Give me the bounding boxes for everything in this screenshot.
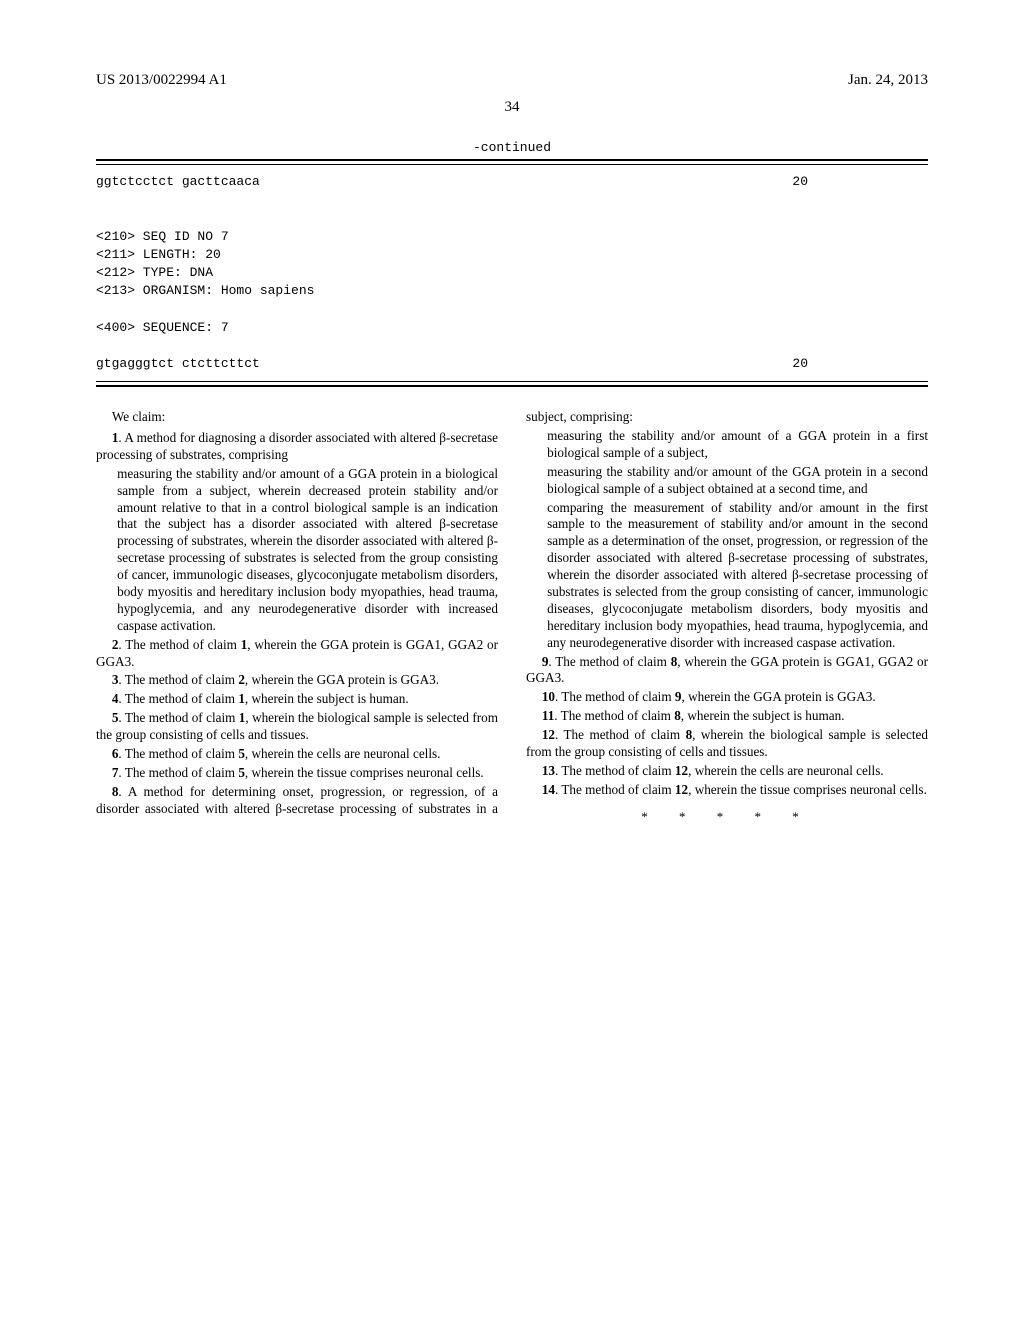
claim-9: 9. The method of claim 8, wherein the GG…	[526, 654, 928, 688]
seq-organism-tag: <213> ORGANISM: Homo sapiens	[96, 283, 314, 298]
claim-2: 2. The method of claim 1, wherein the GG…	[96, 637, 498, 671]
claim-11-text: 11. The method of claim 8, wherein the s…	[542, 708, 845, 723]
publication-number: US 2013/0022994 A1	[96, 72, 227, 89]
page-number: 34	[96, 99, 928, 116]
claim-9-text: 9. The method of claim 8, wherein the GG…	[526, 654, 928, 686]
claim-6: 6. The method of claim 5, wherein the ce…	[96, 746, 498, 763]
claim-5: 5. The method of claim 1, wherein the bi…	[96, 710, 498, 744]
claim-14-text: 14. The method of claim 12, wherein the …	[542, 782, 927, 797]
sequence-listing: ggtctcctct gacttcaaca20 <210> SEQ ID NO …	[96, 173, 928, 373]
claim-14: 14. The method of claim 12, wherein the …	[526, 782, 928, 799]
claim-1-body: measuring the stability and/or amount of…	[96, 466, 498, 635]
seq-length-tag: <211> LENGTH: 20	[96, 247, 221, 262]
seq-line-1: ggtctcctct gacttcaaca	[96, 173, 748, 191]
claim-7-text: 7. The method of claim 5, wherein the ti…	[112, 765, 484, 780]
claim-3: 3. The method of claim 2, wherein the GG…	[96, 672, 498, 689]
claim-3-text: 3. The method of claim 2, wherein the GG…	[112, 672, 439, 687]
claim-10-text: 10. The method of claim 9, wherein the G…	[542, 689, 876, 704]
claim-11: 11. The method of claim 8, wherein the s…	[526, 708, 928, 725]
claim-12-text: 12. The method of claim 8, wherein the b…	[526, 727, 928, 759]
claims-intro: We claim:	[96, 409, 498, 426]
claim-12: 12. The method of claim 8, wherein the b…	[526, 727, 928, 761]
claim-1-lead: 1. A method for diagnosing a disorder as…	[96, 430, 498, 464]
seq-line-2: gtgagggtct ctcttcttct	[96, 355, 748, 373]
claim-13-text: 13. The method of claim 12, wherein the …	[542, 763, 884, 778]
page-header: US 2013/0022994 A1 Jan. 24, 2013	[96, 72, 928, 89]
claim-13: 13. The method of claim 12, wherein the …	[526, 763, 928, 780]
claim-4-text: 4. The method of claim 1, wherein the su…	[112, 691, 409, 706]
claim-8-c: comparing the measurement of stability a…	[526, 500, 928, 652]
end-stars: * * * * *	[526, 809, 928, 826]
seq-id-tag: <210> SEQ ID NO 7	[96, 229, 229, 244]
publication-date: Jan. 24, 2013	[848, 72, 928, 89]
sequence-continued-label: -continued	[96, 140, 928, 155]
claims-columns: We claim: 1. A method for diagnosing a d…	[96, 409, 928, 825]
patent-page: US 2013/0022994 A1 Jan. 24, 2013 34 -con…	[0, 0, 1024, 1320]
sequence-top-rule	[96, 159, 928, 165]
seq-sequence-tag: <400> SEQUENCE: 7	[96, 320, 229, 335]
seq-type-tag: <212> TYPE: DNA	[96, 265, 213, 280]
claim-8-a: measuring the stability and/or amount of…	[526, 428, 928, 462]
seq-line-2-len: 20	[748, 355, 928, 373]
seq-line-1-len: 20	[748, 173, 928, 191]
claim-4: 4. The method of claim 1, wherein the su…	[96, 691, 498, 708]
claim-7: 7. The method of claim 5, wherein the ti…	[96, 765, 498, 782]
claim-8-b: measuring the stability and/or amount of…	[526, 464, 928, 498]
claim-5-text: 5. The method of claim 1, wherein the bi…	[96, 710, 498, 742]
claim-10: 10. The method of claim 9, wherein the G…	[526, 689, 928, 706]
claim-2-text: 2. The method of claim 1, wherein the GG…	[96, 637, 498, 669]
claim-6-text: 6. The method of claim 5, wherein the ce…	[112, 746, 441, 761]
sequence-bottom-rule	[96, 381, 928, 387]
claim-1-lead-text: 1. A method for diagnosing a disorder as…	[96, 430, 498, 462]
